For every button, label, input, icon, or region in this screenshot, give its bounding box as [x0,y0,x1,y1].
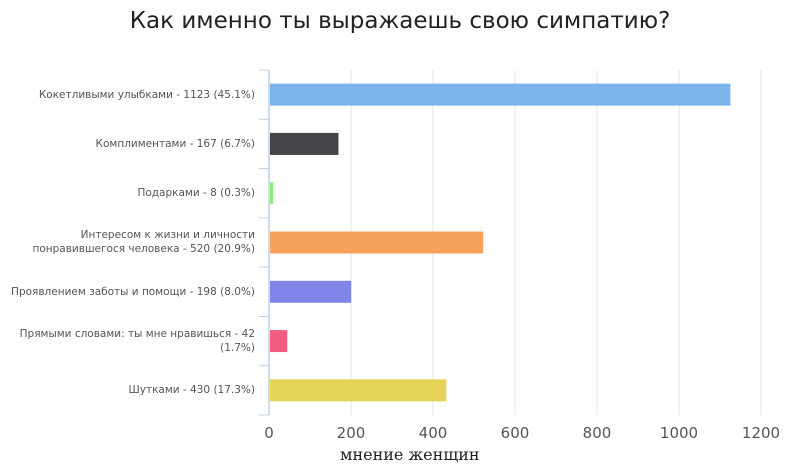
category-label-text: Интересом к жизни и личности понравившег… [32,229,255,256]
category-label: Проявлением заботы и помощи - 198 (8.0%) [0,267,255,316]
category-label: Кокетливыми улыбками - 1123 (45.1%) [0,70,255,119]
chart-title: Как именно ты выражаешь свою симпатию? [129,8,671,34]
x-tick-label: 1200 [742,424,780,442]
category-label: Интересом к жизни и личности понравившег… [0,218,255,267]
category-label-text: Подарками - 8 (0.3%) [137,187,255,200]
category-label: Шутками - 430 (17.3%) [0,366,255,415]
x-axis-label: мнение женщин [340,445,480,464]
x-tick-label: 600 [501,424,530,442]
bar [270,280,352,303]
category-label: Подарками - 8 (0.3%) [0,169,255,218]
category-label-text: Комплиментами - 167 (6.7%) [95,137,255,150]
category-label: Комплиментами - 167 (6.7%) [0,119,255,168]
x-tick-label: 1000 [660,424,698,442]
x-tick-label: 400 [419,424,448,442]
bar [270,83,731,106]
x-tick-label: 800 [583,424,612,442]
x-tick-label: 200 [337,424,366,442]
bar [270,330,288,353]
bar [270,379,447,402]
category-label-text: Шутками - 430 (17.3%) [128,384,255,397]
category-label: Прямыми словами: ты мне нравишься - 42 (… [0,316,255,365]
bar [270,182,274,205]
x-tick-label: 0 [264,424,274,442]
bar [270,231,484,254]
bar [270,132,339,155]
category-label-text: Кокетливыми улыбками - 1123 (45.1%) [38,88,255,101]
category-label-text: Прямыми словами: ты мне нравишься - 42 (… [19,328,255,355]
category-label-text: Проявлением заботы и помощи - 198 (8.0%) [11,285,255,298]
